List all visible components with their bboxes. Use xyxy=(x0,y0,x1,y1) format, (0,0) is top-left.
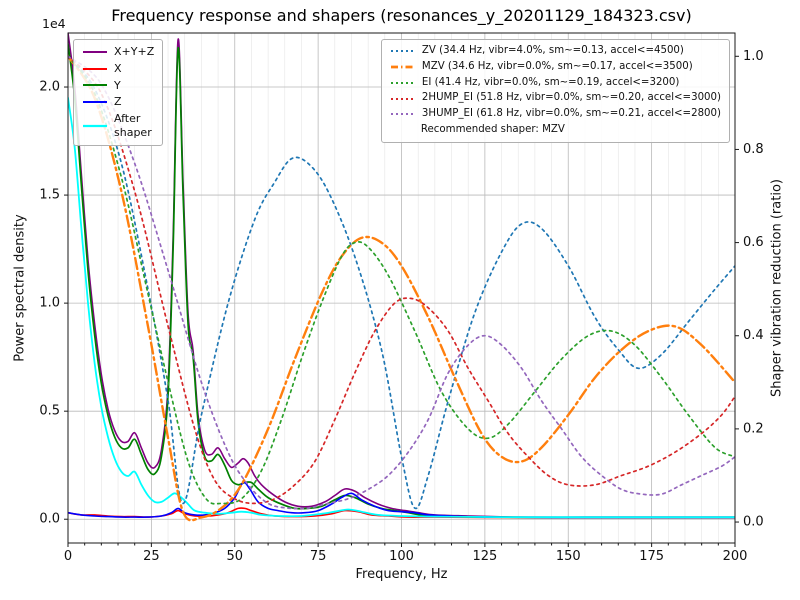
legend-line-sample-icon xyxy=(83,67,107,70)
y-right-tick-label: 0.4 xyxy=(743,328,764,343)
y-left-tick-label: 2.0 xyxy=(39,80,60,95)
legend-label: 3HUMP_EI (61.8 Hz, vibr=0.0%, sm~=0.21, … xyxy=(421,108,721,119)
x-tick-label: 75 xyxy=(310,549,327,564)
x-tick-label: 25 xyxy=(143,549,160,564)
legend-label: EI (41.4 Hz, vibr=0.0%, sm~=0.19, accel<… xyxy=(421,76,680,88)
legend-line-sample-icon xyxy=(83,101,107,104)
legend-line-sample-icon xyxy=(83,84,107,87)
legend-line-sample-icon xyxy=(390,81,415,84)
legend-item-mzv: MZV (34.6 Hz, vibr=0.0%, sm~=0.17, accel… xyxy=(390,61,721,74)
legend-line-sample-icon xyxy=(83,124,107,127)
x-tick-label: 50 xyxy=(226,549,243,564)
series-z xyxy=(68,481,735,519)
y-left-tick-label: 0.5 xyxy=(39,404,60,419)
series-zv xyxy=(68,55,735,510)
legend-line-sample-icon xyxy=(83,50,107,53)
x-tick-label: 0 xyxy=(64,549,72,564)
legend-item-2hump-ei: 2HUMP_EI (51.8 Hz, vibr=0.0%, sm~=0.20, … xyxy=(390,92,721,105)
y-right-tick-label: 0.8 xyxy=(743,142,764,157)
series-x-y-z xyxy=(68,32,735,518)
y-left-tick-label: 1.5 xyxy=(39,188,60,203)
legend-shapers: ZV (34.4 Hz, vibr=4.0%, sm~=0.13, accel<… xyxy=(380,39,730,143)
legend-item-y: Y xyxy=(82,79,154,93)
legend-label: Y xyxy=(114,78,121,92)
y-left-tick-label: 1.0 xyxy=(39,296,60,311)
legend-psd: X+Y+Z X Y Z After shaper xyxy=(73,39,164,146)
series-ei xyxy=(68,55,735,505)
legend-item-3hump-ei: 3HUMP_EI (61.8 Hz, vibr=0.0%, sm~=0.21, … xyxy=(390,108,721,121)
y-right-tick-label: 0.6 xyxy=(743,235,764,250)
series-after-shaper xyxy=(68,96,735,519)
y-right-tick-label: 0.0 xyxy=(743,515,764,530)
x-tick-label: 100 xyxy=(389,549,414,564)
series-2hump-ei xyxy=(68,55,735,505)
legend-item-x: X xyxy=(82,62,154,76)
x-tick-label: 150 xyxy=(556,549,581,564)
legend-item-ei: EI (41.4 Hz, vibr=0.0%, sm~=0.19, accel<… xyxy=(390,77,721,90)
legend-label: X+Y+Z xyxy=(114,45,155,58)
chart-title: Frequency response and shapers (resonanc… xyxy=(111,6,692,25)
legend-label: 2HUMP_EI (51.8 Hz, vibr=0.0%, sm~=0.20, … xyxy=(421,92,721,104)
x-tick-label: 175 xyxy=(639,549,664,564)
legend-recommended-note: Recommended shaper: MZV xyxy=(421,124,721,137)
legend-label: After shaper xyxy=(114,112,152,139)
y-right-tick-label: 0.2 xyxy=(743,421,764,436)
legend-label: MZV (34.6 Hz, vibr=0.0%, sm~=0.17, accel… xyxy=(421,60,693,72)
series-3hump-ei xyxy=(68,55,735,510)
series-mzv xyxy=(68,55,735,522)
legend-line-sample-icon xyxy=(390,113,415,116)
y-right-tick-label: 1.0 xyxy=(743,49,764,64)
x-tick-label: 200 xyxy=(723,549,748,564)
legend-line-sample-icon xyxy=(390,97,415,100)
legend-item-z: Z xyxy=(82,95,154,109)
legend-item-x-y-z: X+Y+Z xyxy=(82,45,154,59)
x-axis-label: Frequency, Hz xyxy=(355,567,448,582)
y-axis-label-left: Power spectral density xyxy=(12,214,28,362)
y-left-tick-label: 0.0 xyxy=(39,512,60,527)
legend-item-zv: ZV (34.4 Hz, vibr=4.0%, sm~=0.13, accel<… xyxy=(390,45,721,58)
legend-note-label: Recommended shaper: MZV xyxy=(420,123,565,135)
legend-item-after-shaper: After shaper xyxy=(82,112,154,140)
legend-label: Z xyxy=(114,95,122,109)
y-axis-label-right: Shaper vibration reduction (ratio) xyxy=(769,179,785,397)
x-tick-label: 125 xyxy=(472,549,497,564)
legend-label: ZV (34.4 Hz, vibr=4.0%, sm~=0.13, accel<… xyxy=(421,45,684,56)
legend-label: X xyxy=(114,61,122,75)
y-axis-offset-text: 1e4 xyxy=(42,16,66,31)
legend-line-sample-icon xyxy=(390,65,415,69)
legend-line-sample-icon xyxy=(390,50,415,53)
